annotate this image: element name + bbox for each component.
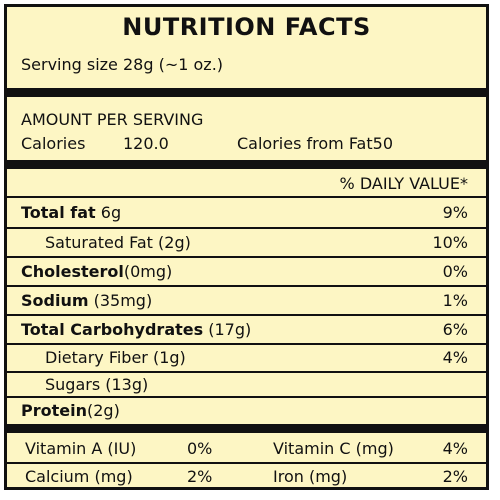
nutrient-row-cholesterol: Cholesterol(0mg) [21,262,172,281]
nutrient-row-protein: Protein(2g) [21,401,120,420]
nutrient-dv: 0% [442,262,468,281]
nutrient-name: Total fat [21,203,96,222]
nutrient-amount: (0mg) [123,262,173,281]
label-title: NUTRITION FACTS [122,13,371,41]
nutrient-row-sodium: Sodium (35mg) [21,291,152,310]
nutrient-dv: 6% [442,320,468,339]
mineral-dv: 2% [187,467,213,486]
nutrient-amount: (17g) [208,320,252,339]
serving-size: Serving size 28g (~1 oz.) [21,55,224,74]
nutrient-name: Total Carbohydrates [21,320,204,339]
mineral-name: Iron (mg) [273,467,348,486]
nutrient-name: Protein [21,401,87,420]
row-divider [7,343,486,345]
nutrient-row-total-fat: Total fat 6g [21,203,121,222]
calories-value: 120.0 [123,134,169,153]
row-divider [7,227,486,229]
nutrient-row-dietary-fiber: Dietary Fiber (1g) [45,348,186,367]
nutrient-amount: (2g) [86,401,120,420]
nutrient-name: Dietary Fiber (1g) [45,348,186,367]
vitamin-dv: 0% [187,439,213,458]
calories-from-fat: Calories from Fat50 [237,134,393,153]
nutrient-row-total-carbohydrates: Total Carbohydrates (17g) [21,320,251,339]
nutrient-amount: (35mg) [93,291,153,310]
mineral-dv: 2% [442,467,468,486]
daily-value-header: % DAILY VALUE* [339,174,468,193]
nutrient-amount: 6g [100,203,122,222]
row-divider [7,462,486,464]
nutrient-name: Cholesterol [21,262,124,281]
thick-divider [7,160,486,169]
row-divider [7,371,486,373]
calories-label: Calories [21,134,86,153]
row-divider [7,196,486,198]
nutrient-dv: 1% [442,291,468,310]
vitamin-name: Vitamin C (mg) [273,439,394,458]
row-divider [7,396,486,398]
nutrient-row-sugars: Sugars (13g) [45,375,148,394]
thick-divider [7,424,486,433]
amount-per-serving: AMOUNT PER SERVING [21,110,204,129]
nutrient-name: Saturated Fat (2g) [45,233,191,252]
nutrient-dv: 10% [432,233,468,252]
nutrient-dv: 9% [442,203,468,222]
vitamin-dv: 4% [442,439,468,458]
thick-divider [7,88,486,97]
mineral-name: Calcium (mg) [25,467,133,486]
vitamin-name: Vitamin A (IU) [25,439,137,458]
row-divider [7,285,486,287]
nutrient-name: Sodium [21,291,89,310]
nutrition-label: NUTRITION FACTS Serving size 28g (~1 oz.… [4,4,489,490]
row-divider [7,314,486,316]
row-divider [7,256,486,258]
nutrient-row-saturated-fat: Saturated Fat (2g) [45,233,191,252]
nutrient-dv: 4% [442,348,468,367]
nutrient-name: Sugars (13g) [45,375,149,394]
